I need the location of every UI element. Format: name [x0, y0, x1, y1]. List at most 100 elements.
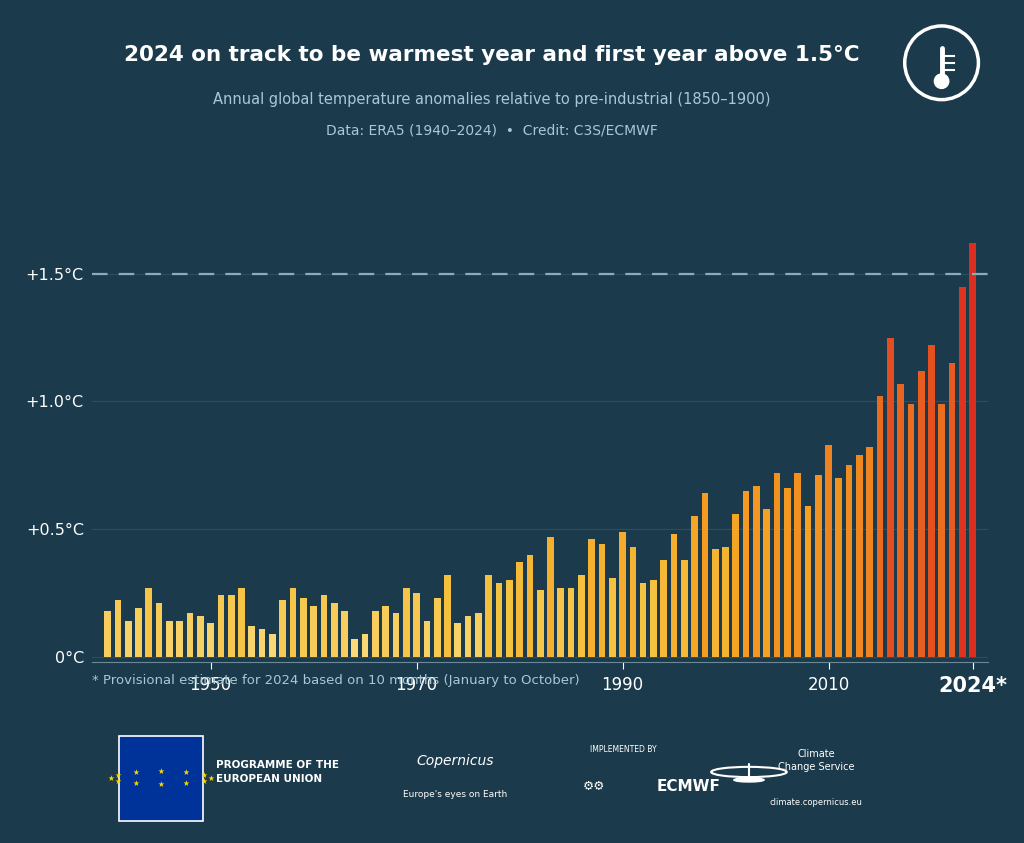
Bar — [392, 613, 399, 657]
Text: Annual global temperature anomalies relative to pre-industrial (1850–1900): Annual global temperature anomalies rela… — [213, 92, 770, 107]
Bar — [310, 605, 317, 657]
Text: Copernicus: Copernicus — [417, 754, 494, 768]
Bar — [104, 610, 111, 657]
Bar — [280, 600, 286, 657]
Text: ★: ★ — [201, 777, 208, 786]
Text: Climate
Change Service: Climate Change Service — [778, 749, 854, 772]
Text: ★: ★ — [133, 779, 139, 788]
Bar — [815, 475, 821, 657]
Bar — [526, 555, 534, 657]
Bar — [239, 588, 245, 657]
Bar — [135, 608, 142, 657]
Bar — [145, 588, 153, 657]
Bar — [156, 603, 163, 657]
Bar — [640, 583, 646, 657]
Bar — [877, 396, 884, 657]
Text: IMPLEMENTED BY: IMPLEMENTED BY — [590, 744, 656, 754]
Bar — [125, 621, 131, 657]
Bar — [887, 337, 894, 657]
Bar — [496, 583, 503, 657]
Text: PROGRAMME OF THE
EUROPEAN UNION: PROGRAMME OF THE EUROPEAN UNION — [216, 760, 339, 784]
Bar — [681, 560, 688, 657]
Bar — [599, 545, 605, 657]
Bar — [959, 287, 966, 657]
Bar — [620, 532, 626, 657]
Text: ⚙⚙: ⚙⚙ — [583, 781, 605, 793]
Bar — [444, 575, 451, 657]
Bar — [856, 455, 863, 657]
Bar — [970, 243, 976, 657]
Bar — [928, 346, 935, 657]
Text: ★: ★ — [208, 774, 214, 783]
Text: ★: ★ — [182, 779, 189, 788]
Bar — [897, 384, 904, 657]
Bar — [402, 588, 410, 657]
Bar — [186, 613, 194, 657]
Bar — [609, 577, 615, 657]
Bar — [176, 621, 183, 657]
Text: ★: ★ — [158, 767, 165, 776]
Bar — [516, 562, 523, 657]
Bar — [506, 580, 513, 657]
Bar — [722, 547, 729, 657]
Bar — [918, 371, 925, 657]
Bar — [691, 516, 698, 657]
Bar — [290, 588, 296, 657]
Bar — [217, 595, 224, 657]
Bar — [805, 506, 811, 657]
Bar — [784, 488, 791, 657]
Bar — [361, 634, 369, 657]
Bar — [557, 588, 564, 657]
Bar — [321, 595, 328, 657]
Bar — [774, 473, 780, 657]
Text: climate.copernicus.eu: climate.copernicus.eu — [770, 798, 862, 808]
Text: ECMWF: ECMWF — [656, 779, 721, 794]
Bar — [259, 629, 265, 657]
Bar — [372, 610, 379, 657]
Text: ★: ★ — [182, 768, 189, 777]
Bar — [424, 621, 430, 657]
Bar — [197, 615, 204, 657]
Bar — [341, 610, 348, 657]
Bar — [537, 590, 544, 657]
Bar — [475, 613, 481, 657]
Circle shape — [734, 778, 764, 782]
Bar — [907, 404, 914, 657]
Text: ★: ★ — [115, 771, 122, 780]
Bar — [567, 588, 574, 657]
Circle shape — [934, 74, 949, 89]
Text: 2024 on track to be warmest year and first year above 1.5°C: 2024 on track to be warmest year and fir… — [124, 45, 859, 65]
Bar — [547, 537, 554, 657]
Bar — [650, 580, 656, 657]
Bar — [414, 593, 420, 657]
Bar — [671, 534, 678, 657]
Bar — [589, 540, 595, 657]
Bar — [753, 486, 760, 657]
Bar — [485, 575, 492, 657]
Bar — [949, 363, 955, 657]
Bar — [742, 491, 750, 657]
Bar — [846, 465, 852, 657]
Bar — [434, 598, 440, 657]
Bar — [660, 560, 667, 657]
Bar — [269, 634, 275, 657]
Bar — [630, 547, 636, 657]
Text: ★: ★ — [108, 774, 115, 783]
Bar — [795, 473, 801, 657]
Text: ★: ★ — [115, 777, 122, 786]
Bar — [249, 626, 255, 657]
Text: ★: ★ — [158, 780, 165, 789]
Bar — [763, 508, 770, 657]
Bar — [836, 478, 842, 657]
Text: * Provisional estimate for 2024 based on 10 months (January to October): * Provisional estimate for 2024 based on… — [92, 674, 580, 687]
Bar — [228, 595, 234, 657]
Bar — [166, 621, 173, 657]
Bar — [300, 598, 306, 657]
Bar — [732, 513, 739, 657]
Bar — [331, 603, 338, 657]
Bar — [207, 624, 214, 657]
Text: ★: ★ — [133, 768, 139, 777]
Bar — [712, 550, 719, 657]
Text: ★: ★ — [201, 771, 208, 780]
FancyBboxPatch shape — [119, 736, 203, 821]
